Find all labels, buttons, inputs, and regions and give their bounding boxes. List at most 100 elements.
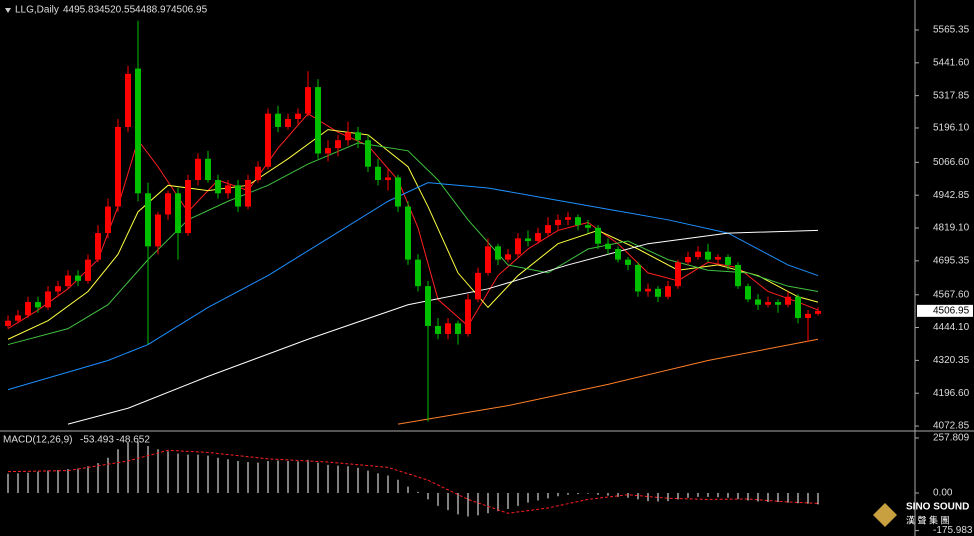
candle-body: [205, 158, 211, 181]
candle-body: [375, 166, 381, 181]
candle-body: [355, 132, 361, 141]
ma-line: [7, 182, 819, 391]
menu-arrow: [5, 8, 11, 13]
candle-body: [265, 113, 271, 167]
y-tick-label: 4695.35: [933, 255, 970, 266]
y-tick-label: 0.00: [933, 488, 953, 499]
candle-body: [125, 73, 131, 127]
y-tick-label: 4320.35: [933, 355, 970, 366]
candle-body: [785, 296, 791, 305]
logo-subtitle: 漢 聲 集 團: [906, 514, 950, 525]
ma-line: [67, 229, 819, 425]
candle-body: [685, 256, 691, 263]
candle-body: [715, 256, 721, 260]
ma-line: [7, 142, 819, 346]
candle-body: [675, 262, 681, 287]
candle-body: [555, 219, 561, 226]
candle-body: [275, 113, 281, 127]
candle-body: [245, 180, 251, 207]
candle-body: [755, 299, 761, 305]
candle-body: [705, 251, 711, 260]
candle-body: [45, 291, 51, 308]
candle-body: [385, 177, 391, 181]
candle-body: [455, 323, 461, 334]
y-tick-label: 5441.60: [933, 57, 970, 68]
y-tick-label: 5317.85: [933, 90, 970, 101]
price-label: 4506.95: [933, 305, 970, 316]
candle-body: [145, 193, 151, 247]
candle-body: [495, 246, 501, 260]
y-tick-label: 4819.10: [933, 223, 970, 234]
candle-body: [435, 325, 441, 334]
candle-body: [185, 180, 191, 234]
candle-body: [415, 259, 421, 287]
candle-body: [225, 185, 231, 194]
candle-body: [215, 180, 221, 194]
y-tick-label: 5196.10: [933, 123, 970, 134]
candle-body: [395, 177, 401, 207]
candle-body: [195, 158, 201, 181]
macd-title: MACD(12,26,9): [3, 435, 72, 446]
candle-body: [235, 185, 241, 207]
candle-body: [765, 302, 771, 305]
y-tick-label: 257.809: [933, 433, 970, 444]
candle-body: [25, 302, 31, 316]
candle-body: [315, 87, 321, 154]
header-value: 4520.55: [99, 5, 136, 16]
candle-body: [625, 259, 631, 265]
candle-body: [365, 140, 371, 167]
candle-body: [335, 140, 341, 149]
candle-body: [665, 286, 671, 297]
candle-body: [345, 132, 351, 141]
price-label-box: [917, 304, 973, 317]
candle-body: [575, 217, 581, 226]
candle-body: [505, 254, 511, 260]
candle-body: [515, 238, 521, 255]
candle-body: [285, 118, 291, 127]
candle-body: [75, 275, 81, 281]
candle-body: [645, 288, 651, 292]
signal-value: -48.652: [116, 435, 150, 446]
candle-body: [15, 315, 21, 321]
candle-body: [595, 227, 601, 244]
candle-body: [255, 166, 261, 181]
y-tick-label: 4444.10: [933, 322, 970, 333]
candle-body: [65, 275, 71, 287]
candle-body: [445, 323, 451, 334]
candle-body: [655, 288, 661, 297]
candle-body: [585, 225, 591, 228]
y-tick-label: 4942.85: [933, 190, 970, 201]
candle-body: [35, 302, 41, 308]
candle-body: [695, 251, 701, 257]
header-value: 4488.97: [135, 5, 172, 16]
header-value: 4495.83: [63, 5, 100, 16]
candle-body: [565, 217, 571, 220]
candle-body: [5, 320, 11, 326]
candle-body: [155, 214, 161, 247]
candle-body: [535, 233, 541, 242]
y-tick-label: 4567.60: [933, 289, 970, 300]
candle-body: [85, 259, 91, 281]
y-tick-label: 4196.60: [933, 388, 970, 399]
candle-body: [95, 233, 101, 260]
macd-value: -53.493: [80, 435, 114, 446]
candle-body: [135, 68, 141, 194]
ma-line: [397, 338, 819, 425]
candle-body: [815, 310, 821, 314]
candle-body: [635, 264, 641, 292]
candle-body: [115, 126, 121, 207]
y-tick-label: 5066.60: [933, 157, 970, 168]
candle-body: [485, 246, 491, 273]
y-tick-label: 5565.35: [933, 25, 970, 36]
candle-body: [105, 206, 111, 234]
ma-line: [7, 449, 819, 514]
candle-body: [175, 193, 181, 234]
candle-body: [465, 299, 471, 334]
candle-body: [805, 313, 811, 319]
header-value: 4506.95: [171, 5, 208, 16]
candle-body: [165, 193, 171, 215]
candle-body: [425, 286, 431, 326]
candle-body: [295, 113, 301, 119]
